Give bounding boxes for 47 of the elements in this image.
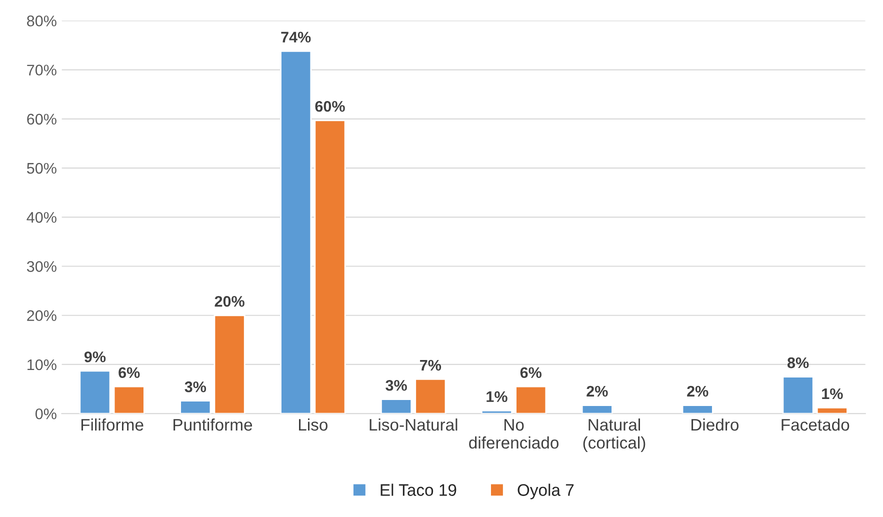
y-tick-label: 40%	[26, 212, 56, 223]
data-label: 6%	[520, 367, 542, 378]
bar	[515, 386, 547, 414]
x-tick-label: Diedro	[692, 418, 739, 431]
data-label: 20%	[214, 296, 244, 307]
y-tick-label: 30%	[26, 261, 56, 272]
bar	[79, 370, 111, 414]
x-tick-label: Puntiforme	[174, 418, 252, 431]
data-label: 2%	[687, 386, 708, 397]
x-tick-label: Filiforme	[81, 418, 144, 431]
data-label: 8%	[787, 357, 809, 368]
legend-label: Oyola 7	[518, 484, 574, 500]
data-label: 2%	[586, 386, 608, 397]
data-label: 3%	[386, 380, 407, 391]
bar	[180, 400, 212, 414]
bar	[314, 120, 346, 414]
y-tick-label: 10%	[28, 359, 56, 370]
y-tick-label: 70%	[27, 64, 56, 76]
data-label: 1%	[822, 388, 843, 400]
bar	[816, 407, 848, 414]
x-tick-label: Liso-Natural	[370, 418, 458, 431]
data-label: 60%	[315, 100, 345, 112]
bar	[782, 376, 814, 414]
data-label: 1%	[486, 391, 508, 402]
data-label: 6%	[118, 367, 140, 378]
y-tick-label: 50%	[26, 162, 56, 174]
data-label: 7%	[420, 360, 442, 371]
y-tick-label: 0%	[35, 408, 56, 420]
y-tick-label: 60%	[27, 114, 56, 125]
bar	[480, 410, 512, 414]
bar	[581, 404, 613, 414]
data-label: 74%	[281, 32, 311, 43]
bar	[682, 404, 714, 414]
y-tick-label: 20%	[27, 310, 56, 322]
bar	[414, 378, 446, 414]
x-tick-label: Natural (cortical)	[583, 418, 646, 452]
bar	[280, 50, 312, 414]
x-tick-label: Liso	[298, 418, 328, 431]
y-tick-label: 80%	[27, 16, 56, 26]
data-label: 3%	[184, 381, 206, 392]
bar	[380, 398, 412, 414]
x-tick-label: No diferenciado	[469, 419, 558, 449]
data-label: 9%	[84, 351, 106, 362]
bar	[113, 386, 145, 414]
bar	[214, 314, 246, 414]
x-tick-label: Facetado	[782, 418, 850, 431]
legend-label: El Taco 19	[380, 484, 456, 496]
